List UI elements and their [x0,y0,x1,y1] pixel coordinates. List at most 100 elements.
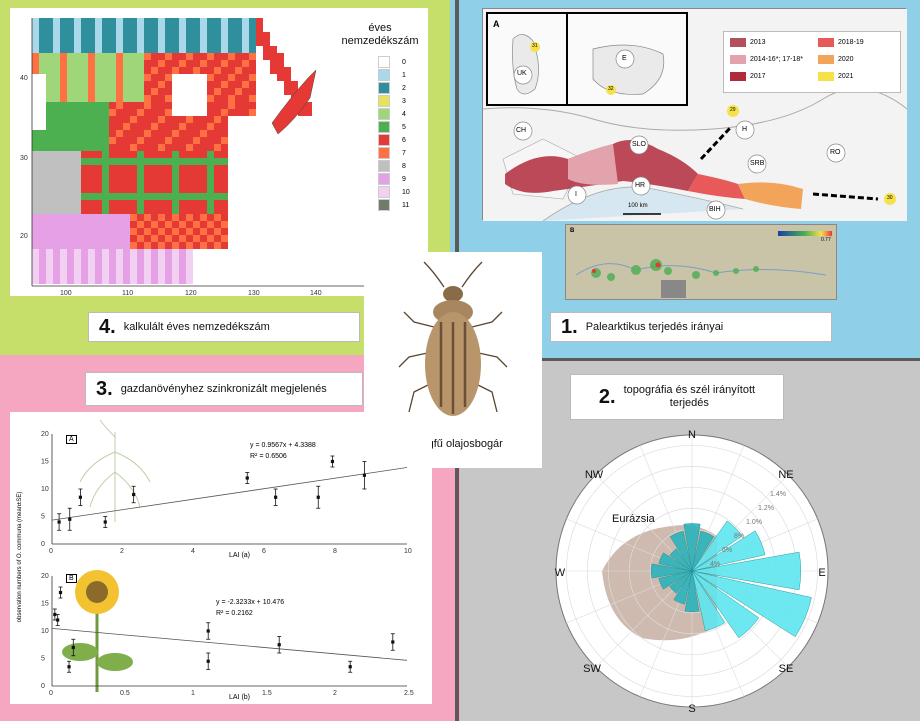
map-cell [74,67,81,74]
map-cell [179,67,186,74]
map-cell [81,277,88,284]
map-cell [60,249,67,256]
map-cell [263,39,270,46]
map-cell [179,214,186,221]
map-cell [109,221,116,228]
map-cell [109,123,116,130]
map-cell [165,116,172,123]
map-cell [123,67,130,74]
map-cell [130,207,137,214]
lat-tick-40: 40 [20,75,28,82]
map-cell [67,172,74,179]
map-cell [53,116,60,123]
map-cell [102,179,109,186]
map-cell [249,95,256,102]
map-cell [67,137,74,144]
map-cell [228,53,235,60]
map-cell [172,151,179,158]
map-cell [95,25,102,32]
map-cell [123,151,130,158]
map-cell [116,221,123,228]
map-cell [172,39,179,46]
map-cell [221,221,228,228]
data-point [78,495,82,499]
country-e: E [622,55,627,62]
map-cell [74,123,81,130]
map-cell [46,214,53,221]
map-cell [193,228,200,235]
map-cell [130,74,137,81]
panel4-caption: 4. kalkulált éves nemzedékszám [88,312,360,342]
map-cell [102,200,109,207]
map-cell [46,60,53,67]
map-cell [193,32,200,39]
legend-item-10: 10 [378,186,410,198]
map-cell [46,221,53,228]
map-cell [74,172,81,179]
map-cell [39,158,46,165]
map-cell [221,95,228,102]
x-tick-label: 6 [262,548,266,555]
panel2-number: 2. [598,385,616,408]
map-cell [130,172,137,179]
map-cell [46,88,53,95]
map-cell [221,123,228,130]
map-cell [214,109,221,116]
map-cell [172,18,179,25]
map-cell [179,270,186,277]
map-cell [95,200,102,207]
map-cell [39,32,46,39]
wind-petal [673,570,693,605]
map-cell [39,172,46,179]
map-cell [228,18,235,25]
map-cell [53,151,60,158]
map-cell [123,123,130,130]
map-cell [221,151,228,158]
map-cell [109,102,116,109]
map-cell [67,207,74,214]
map-cell [53,60,60,67]
map-cell [158,144,165,151]
map-cell [123,81,130,88]
map-cell [165,88,172,95]
map-cell [179,18,186,25]
map-cell [249,74,256,81]
map-cell [32,74,39,81]
map-cell [172,263,179,270]
map-cell [207,172,214,179]
map-cell [179,235,186,242]
map-cell [242,39,249,46]
legend-label: 6 [402,136,406,144]
map-cell [67,74,74,81]
map-cell [151,263,158,270]
map-cell [284,67,291,74]
map-cell [60,116,67,123]
data-point [71,645,75,650]
map-cell [116,165,123,172]
map-cell [130,88,137,95]
map-cell [221,207,228,214]
generation-map: 40 30 20 100 110 120 130 140 [20,18,365,296]
map-cell [200,46,207,53]
map-cell [74,88,81,95]
map-cell [242,67,249,74]
beetle-card: parlagfű olajosbogár [364,252,542,468]
legend-swatch [378,134,390,146]
map-cell [221,158,228,165]
map-cell [116,25,123,32]
map-cell [242,18,249,25]
map-cell [130,67,137,74]
map-cell [60,95,67,102]
map-cell [151,25,158,32]
map-cell [179,25,186,32]
map-cell [53,39,60,46]
map-cell [130,144,137,151]
map-cell [67,39,74,46]
map-cell [88,116,95,123]
map-cell [298,109,305,116]
map-cell [200,116,207,123]
map-cell [74,242,81,249]
map-cell [179,172,186,179]
map-cell [95,165,102,172]
map-cell [32,200,39,207]
